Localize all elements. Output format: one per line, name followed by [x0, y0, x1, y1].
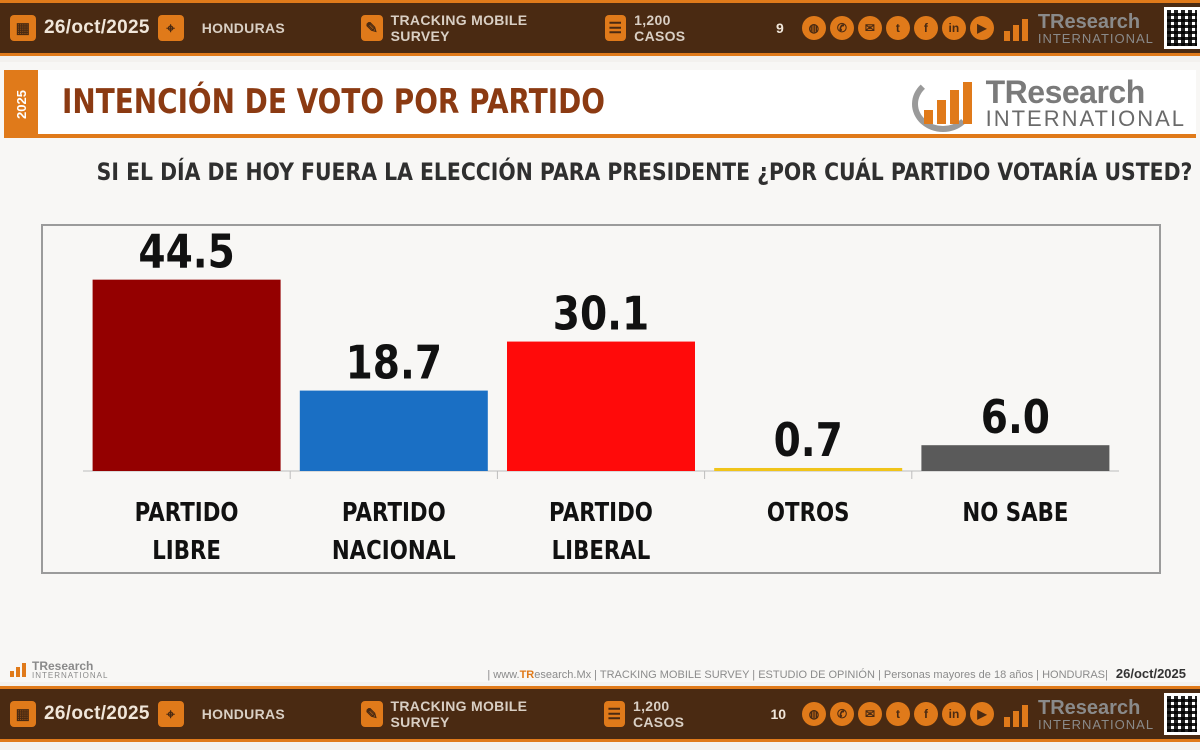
globe-icon[interactable]: ◍	[801, 16, 826, 40]
logo-mark-icon	[1000, 13, 1034, 43]
email-icon[interactable]: ✉	[858, 702, 883, 726]
country-text: HONDURAS	[201, 706, 286, 722]
bar	[299, 390, 488, 471]
location-icon: ⌖	[157, 701, 184, 727]
footer-logo: TResearch INTERNATIONAL	[8, 660, 108, 680]
footer-prefix: | www.	[487, 669, 520, 681]
data-label: 18.7	[346, 337, 442, 391]
footer-text: esearch.Mx | TRACKING MOBILE SURVEY | ES…	[534, 669, 1108, 681]
country-item: ⌖ HONDURAS	[157, 701, 286, 727]
logo-subtext: INTERNATIONAL	[1037, 30, 1154, 46]
data-label: 44.5	[138, 226, 234, 280]
bar	[92, 279, 281, 471]
bottom-logo: TResearch INTERNATIONAL	[1000, 698, 1154, 731]
linkedin-icon[interactable]: in	[942, 702, 967, 726]
bar	[507, 341, 695, 471]
logo-subtext: INTERNATIONAL	[985, 106, 1186, 131]
footer-brand: TR	[519, 669, 535, 681]
logo-text: TResearch	[985, 74, 1146, 110]
logo-text: TResearch	[1037, 10, 1141, 33]
logo-subtext: INTERNATIONAL	[1038, 716, 1155, 732]
category-label: PARTIDO	[342, 497, 446, 528]
linkedin-icon[interactable]: in	[941, 16, 966, 40]
cases-icon: ☰	[604, 15, 627, 41]
phone-icon[interactable]: ✆	[830, 702, 855, 726]
category-label: NO SABE	[962, 497, 1068, 528]
logo-mark-icon	[1000, 699, 1034, 729]
cases-icon: ☰	[603, 701, 625, 727]
logo-mark-icon	[8, 661, 28, 679]
cases-text: 1,200 CASOS	[634, 12, 686, 44]
bar-chart: 44.5 PARTIDO LIBRE 18.7 PARTIDO NACIONAL 30.1 P…	[83, 226, 1119, 566]
survey-item: ✎ TRACKING MOBILE SURVEY	[361, 12, 557, 44]
category-label: LIBRE	[152, 535, 221, 566]
logo-text: TResearch	[1038, 696, 1141, 719]
survey-text: TRACKING MOBILE SURVEY	[390, 12, 528, 44]
page-title: INTENCIÓN DE VOTO POR PARTIDO	[62, 82, 605, 122]
category-label: PARTIDO	[135, 497, 239, 528]
youtube-icon[interactable]: ▶	[970, 702, 995, 726]
social-icons: ◍ ✆ ✉ t f in ▶	[801, 16, 994, 40]
logo-subtext: INTERNATIONAL	[32, 671, 109, 680]
country-text: HONDURAS	[201, 20, 286, 36]
slide-header: 2025 INTENCIÓN DE VOTO POR PARTIDO TRese…	[4, 70, 1196, 138]
social-icons: ◍ ✆ ✉ t f in ▶	[802, 702, 995, 726]
calendar-icon: ▦	[10, 15, 36, 41]
header-logo: TResearch INTERNATIONAL	[910, 72, 1186, 134]
twitter-icon[interactable]: t	[886, 702, 911, 726]
footer-date: 26/oct/2025	[1115, 666, 1186, 681]
cases-text: 1,200 CASOS	[632, 698, 685, 730]
date-text: 26/oct/2025	[44, 703, 150, 724]
category-label: OTROS	[767, 497, 850, 528]
country-item: ⌖ HONDURAS	[157, 15, 286, 41]
slide: 2025 INTENCIÓN DE VOTO POR PARTIDO TRese…	[0, 62, 1200, 682]
date-text: 26/oct/2025	[44, 17, 150, 38]
youtube-icon[interactable]: ▶	[969, 16, 994, 40]
twitter-icon[interactable]: t	[885, 16, 910, 40]
cases-item: ☰ 1,200 CASOS	[604, 12, 710, 44]
bottom-bar: ▦ 26/oct/2025 ⌖ HONDURAS ✎ TRACKING MOBI…	[0, 686, 1200, 742]
qr-code	[1164, 693, 1200, 735]
globe-icon[interactable]: ◍	[802, 702, 827, 726]
data-label: 6.0	[981, 391, 1050, 445]
page-number: 10	[770, 706, 787, 722]
footer-source: | www.TResearch.Mx | TRACKING MOBILE SUR…	[487, 666, 1186, 681]
qr-code	[1163, 7, 1200, 49]
bar	[921, 445, 1110, 471]
date-item: ▦ 26/oct/2025	[10, 701, 150, 727]
survey-icon: ✎	[361, 15, 383, 41]
page-number: 9	[776, 20, 784, 36]
top-logo: TResearch INTERNATIONAL	[1000, 12, 1154, 45]
category-label: PARTIDO	[549, 497, 653, 528]
bar	[714, 467, 903, 471]
data-label: 0.7	[774, 414, 843, 468]
survey-item: ✎ TRACKING MOBILE SURVEY	[361, 698, 556, 730]
calendar-icon: ▦	[10, 701, 36, 727]
location-icon: ⌖	[157, 15, 184, 41]
year-tab: 2025	[4, 70, 38, 138]
cases-item: ☰ 1,200 CASOS	[603, 698, 709, 730]
top-bar: ▦ 26/oct/2025 ⌖ HONDURAS ✎ TRACKING MOBI…	[0, 0, 1200, 56]
question-text: SI EL DÍA DE HOY FUERA LA ELECCIÓN PARA …	[96, 158, 1193, 186]
year-text: 2025	[13, 89, 29, 119]
facebook-icon[interactable]: f	[913, 16, 938, 40]
phone-icon[interactable]: ✆	[829, 16, 854, 40]
date-item: ▦ 26/oct/2025	[10, 15, 150, 41]
category-label: LIBERAL	[552, 535, 651, 566]
category-label: NACIONAL	[332, 535, 456, 566]
survey-text: TRACKING MOBILE SURVEY	[390, 698, 528, 730]
logo-mark-icon	[910, 72, 980, 134]
logo-text: TResearch	[32, 659, 94, 673]
facebook-icon[interactable]: f	[914, 702, 939, 726]
survey-icon: ✎	[361, 701, 383, 727]
email-icon[interactable]: ✉	[857, 16, 882, 40]
survey-question: SI EL DÍA DE HOY FUERA LA ELECCIÓN PARA …	[0, 158, 1200, 186]
data-label: 30.1	[553, 288, 649, 342]
chart-container: 44.5 PARTIDO LIBRE 18.7 PARTIDO NACIONAL 30.1 P…	[41, 224, 1161, 574]
